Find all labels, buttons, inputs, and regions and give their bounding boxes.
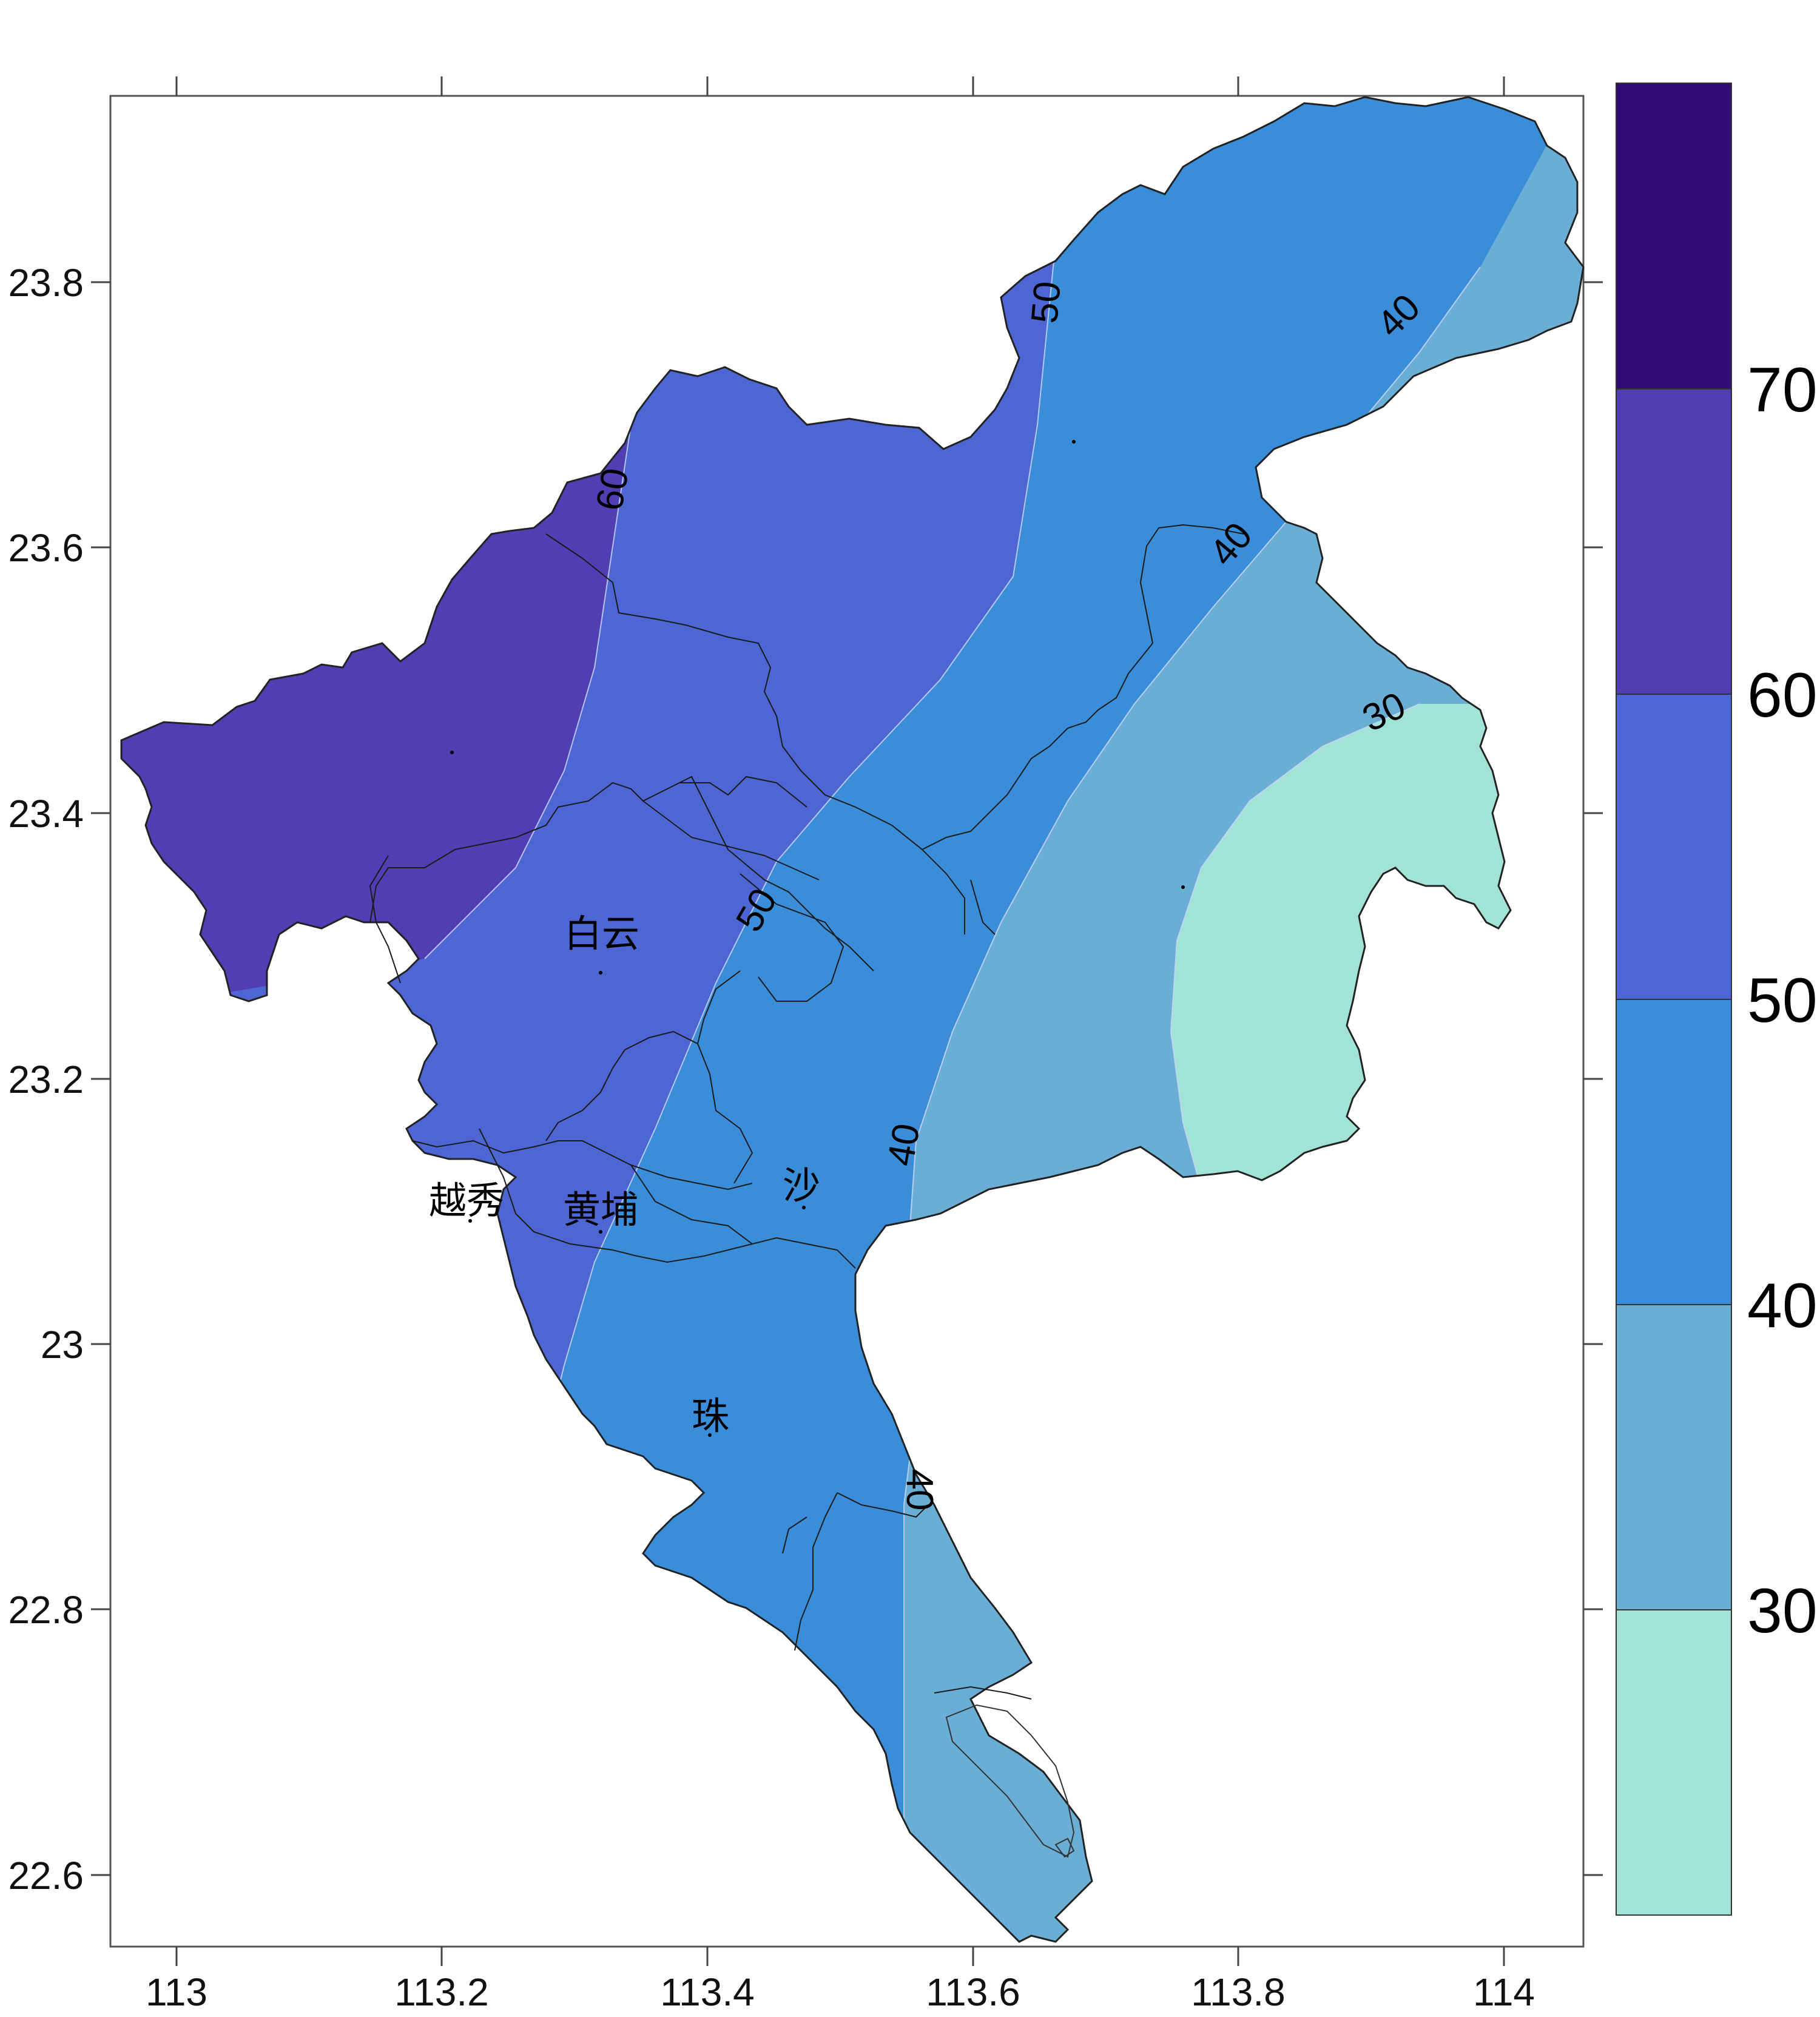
contour-line-30: [1170, 703, 1420, 1190]
district-boundary: [934, 1686, 1032, 1700]
legend-label: 60: [1747, 660, 1818, 731]
city-dot: [599, 971, 602, 975]
island-outline: [945, 1704, 1075, 1858]
y-tick-label: 23.2: [8, 1058, 84, 1101]
y-tick-label: 22.8: [8, 1588, 84, 1632]
district-boundary: [922, 643, 1153, 850]
legend-swatch: [1616, 83, 1732, 390]
district-boundary: [696, 970, 753, 1184]
legend-swatch: [1616, 694, 1732, 1000]
district-labels: 白云 越秀 黄埔 沙 珠: [429, 911, 820, 1438]
city-dot: [802, 1206, 806, 1209]
district-boundary: [545, 533, 965, 934]
district-boundary: [630, 1164, 753, 1245]
district-boundary: [424, 775, 704, 868]
color-legend: 70 60 50 40 30: [1616, 83, 1818, 1916]
district-boundary: [703, 800, 874, 971]
contour-label: 40: [880, 1120, 928, 1169]
legend-swatch: [1616, 1304, 1732, 1610]
district-boundary: [412, 1140, 753, 1191]
x-tick-label: 114: [1473, 1970, 1535, 2014]
district-boundary: [794, 1492, 838, 1651]
district-boundary: [1139, 524, 1244, 644]
x-tick-label: 113.6: [926, 1970, 1020, 2014]
legend-label: 40: [1747, 1271, 1818, 1341]
district-boundary: [679, 775, 807, 808]
contour-label: 40: [898, 1469, 940, 1511]
city-dot: [708, 1433, 712, 1437]
legend-label: 70: [1747, 355, 1818, 425]
city-dot: [1181, 885, 1185, 889]
district-boundary: [740, 873, 844, 1002]
x-tick-label: 113.4: [660, 1970, 754, 2014]
y-tick-label: 22.6: [8, 1854, 84, 1897]
legend-label: 30: [1747, 1576, 1818, 1646]
district-label-yuexiu: 越秀: [429, 1178, 504, 1223]
city-dot: [1072, 440, 1076, 444]
contour-line-50: [533, 242, 1056, 1487]
x-tick-label: 113.8: [1191, 1970, 1285, 2014]
legend-swatch: [1616, 1609, 1732, 1916]
district-boundary: [782, 1516, 807, 1554]
city-dot: [468, 1219, 472, 1223]
y-tick-label: 23.8: [8, 261, 84, 305]
city-dot: [599, 1230, 602, 1234]
district-boundary: [545, 1030, 698, 1141]
district-label-zhu: 珠: [692, 1394, 729, 1438]
region-boundary: [120, 96, 1585, 1943]
district-label-huangpu: 黄埔: [563, 1188, 638, 1232]
contour-label: 50: [1023, 280, 1069, 325]
district-boundaries: [369, 524, 1244, 1700]
contour-label: 60: [588, 465, 637, 513]
x-tick-label: 113: [146, 1970, 207, 2014]
district-boundary: [479, 1128, 856, 1269]
district-boundary: [837, 1492, 929, 1518]
district-label-baiyun: 白云: [564, 911, 639, 956]
y-tick-label: 23.4: [8, 792, 84, 836]
district-boundary: [642, 800, 820, 880]
city-points: [450, 440, 1185, 1437]
x-axis: [175, 76, 1505, 1966]
small-island-outline: [1054, 1837, 1075, 1858]
district-boundary: [970, 879, 996, 935]
x-tick-label: 113.2: [394, 1970, 488, 2014]
x-tick-labels: 113 113.2 113.4 113.6 113.8 114: [146, 1970, 1535, 2014]
district-label-sha: 沙: [783, 1163, 820, 1208]
legend-swatch: [1616, 999, 1732, 1305]
district-boundary: [369, 855, 401, 984]
y-tick-labels: 23.8 23.6 23.4 23.2 23 22.8 22.6: [8, 261, 84, 1897]
y-tick-label: 23: [41, 1323, 84, 1367]
legend-label: 50: [1747, 965, 1818, 1036]
city-dot: [450, 751, 454, 754]
legend-swatch: [1616, 388, 1732, 695]
y-tick-label: 23.6: [8, 526, 84, 570]
contour-line-60: [424, 424, 632, 959]
y-axis: [91, 281, 1603, 1876]
